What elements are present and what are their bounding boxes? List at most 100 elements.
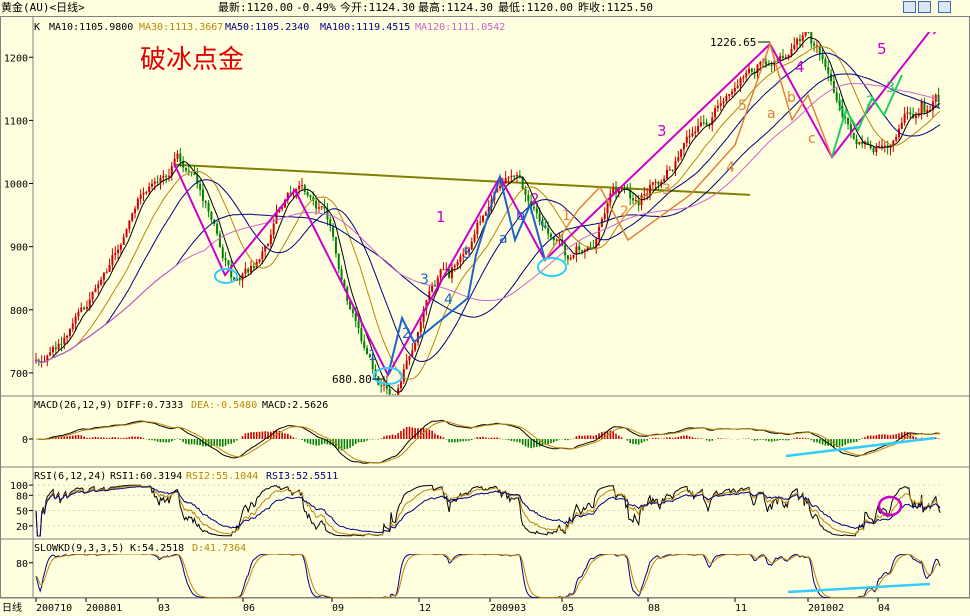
low-price-label: 680.80 <box>332 373 372 386</box>
candle-body <box>603 213 606 219</box>
candle-body <box>793 44 796 50</box>
candle-body <box>914 115 917 119</box>
candle-body <box>535 208 538 214</box>
candle-body <box>363 341 366 348</box>
candle-body <box>334 236 337 254</box>
candle-body <box>892 140 895 146</box>
candle-body <box>368 354 371 358</box>
candle-body <box>298 185 301 190</box>
candle-body <box>651 182 654 185</box>
candle-body <box>179 153 182 162</box>
minor-wave-orange-label: 5 <box>738 98 747 114</box>
candle-body <box>827 67 830 74</box>
candle-body <box>71 323 74 330</box>
candle-body <box>167 175 170 177</box>
candle-body <box>366 347 369 355</box>
candle-body <box>592 247 595 249</box>
candle-body <box>569 257 572 260</box>
candle-body <box>388 388 391 395</box>
candle-body <box>170 166 173 176</box>
major-wave-label: 3 <box>657 122 667 140</box>
candle-body <box>399 381 402 389</box>
candle-body <box>476 222 479 235</box>
candle-body <box>247 268 250 273</box>
minor-wave-green-label: 2 <box>866 94 875 110</box>
candle-body <box>815 45 818 47</box>
candle-body <box>431 284 434 292</box>
candle-body <box>634 200 637 202</box>
candle-body <box>849 124 852 133</box>
time-tick-label: 04 <box>878 603 890 614</box>
candle-body <box>204 200 207 203</box>
candle-body <box>46 355 49 362</box>
candle-body <box>513 175 516 177</box>
candle-body <box>699 122 702 127</box>
candle-body <box>558 239 561 242</box>
candle-body <box>230 264 233 278</box>
chart-title: 破冰点金 <box>140 45 244 75</box>
ma30-line <box>35 45 941 380</box>
candle-body <box>875 147 878 153</box>
candle-body <box>764 61 767 65</box>
candle-body <box>66 335 69 338</box>
candle-body <box>532 207 535 209</box>
candle-body <box>643 193 646 196</box>
minor-wave-blue-label: 4 <box>444 292 453 308</box>
maximize-button[interactable] <box>938 1 951 13</box>
time-tick-label: 200801 <box>86 603 122 614</box>
scroll-left-button[interactable] <box>903 1 916 13</box>
candle-body <box>722 101 725 104</box>
candle-body <box>654 181 657 183</box>
candle-body <box>821 54 824 60</box>
candle-body <box>632 198 635 201</box>
candle-body <box>125 229 128 237</box>
candle-body <box>122 236 125 246</box>
time-tick-label: 08 <box>648 603 660 614</box>
rsi-tick-label: 100 <box>10 481 28 492</box>
candle-body <box>54 347 57 350</box>
candle-body <box>465 252 468 255</box>
candle-body <box>612 187 615 194</box>
candle-body <box>337 253 340 270</box>
candle-body <box>329 219 332 226</box>
scroll-right-button[interactable] <box>918 1 931 13</box>
candle-body <box>433 284 436 287</box>
period-label: 日线 <box>2 601 22 614</box>
price-tick-label: 1000 <box>4 180 28 191</box>
candle-body <box>798 39 801 42</box>
candle-body <box>221 247 224 259</box>
major-wave-line <box>173 32 931 378</box>
candle-body <box>835 92 838 101</box>
rsi-legend-rsi1: RSI1:60.3194 <box>110 471 182 482</box>
macd-tick-label: 0 <box>22 435 28 446</box>
candle-body <box>657 181 660 185</box>
candle-body <box>210 211 213 220</box>
main-legend-prefix: K <box>34 22 40 33</box>
candle-body <box>470 241 473 250</box>
candle-body <box>402 369 405 382</box>
candle-body <box>858 141 861 145</box>
candle-body <box>317 207 320 209</box>
instrument-label: 黄金(AU)<日线> <box>1 1 85 14</box>
rsi-legend-rsi2: RSI2:55.1044 <box>186 471 258 482</box>
candle-body <box>111 255 114 266</box>
time-tick-label: 06 <box>243 603 255 614</box>
candle-body <box>479 221 482 223</box>
candle-body <box>80 307 83 312</box>
candle-body <box>847 117 850 125</box>
macd-dea-line <box>36 420 941 464</box>
candle-body <box>804 32 807 36</box>
candle-body <box>450 267 453 279</box>
macd-divergence-line <box>785 436 936 458</box>
candle-body <box>694 131 697 134</box>
legend-ma10: MA10:1105.9800 <box>49 22 133 33</box>
minor-wave-blue-label: b <box>516 208 525 224</box>
price-tick-label: 800 <box>10 306 28 317</box>
candle-body <box>416 332 419 343</box>
candle-body <box>136 198 139 209</box>
candle-body <box>105 271 108 273</box>
kd-legend-label: SLOWKD(9,3,3,5) <box>34 543 124 554</box>
candle-body <box>408 355 411 361</box>
candle-body <box>742 76 745 79</box>
